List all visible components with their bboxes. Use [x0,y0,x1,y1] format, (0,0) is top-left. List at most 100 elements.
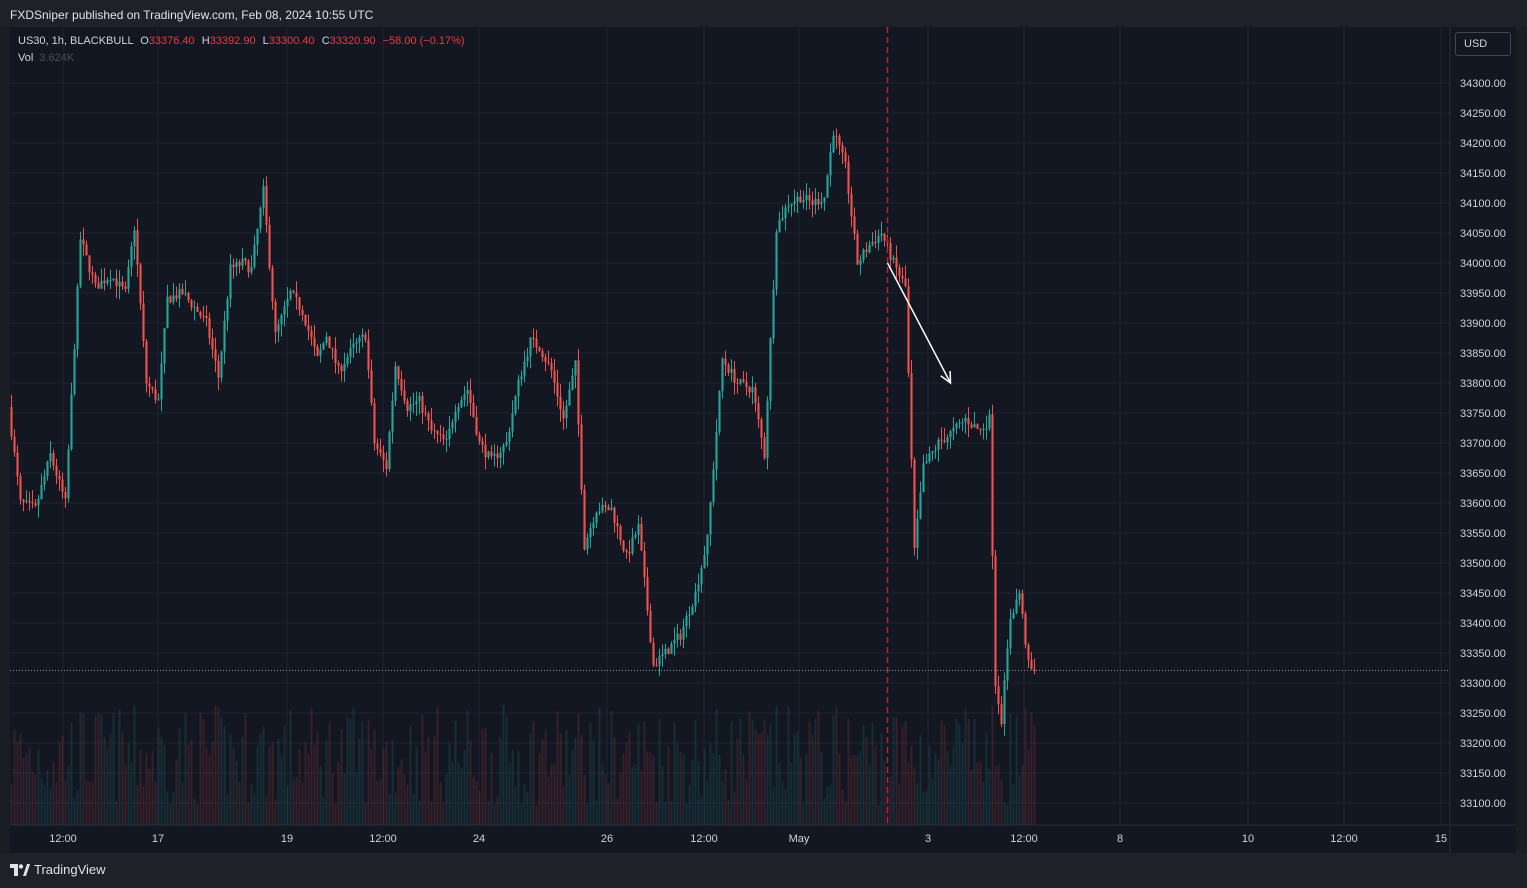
volume-bar [64,779,67,825]
volume-bar [754,729,757,825]
candle-body [463,394,466,400]
volume-bar [511,749,514,825]
candle-body [235,261,238,268]
time-tick-label: 17 [152,833,164,845]
volume-bar [13,729,16,825]
candle-body [646,577,649,611]
candle-body [127,266,130,289]
volume-bar [553,764,556,825]
candle-body [688,614,691,616]
candle-body [652,642,655,666]
volume-bar [232,748,235,825]
volume-bar [805,753,808,825]
volume-bar [745,778,748,825]
candle-body [778,219,781,233]
candle-body [16,452,19,477]
volume-bar [385,741,388,825]
volume-bar [325,741,328,825]
candle-body [574,360,577,376]
candle-body [457,406,460,412]
candlestick-chart[interactable]: 34300.00 34250.00 34200.00 34150.00 34100.00… [10,27,1516,853]
volume-bar [949,765,952,825]
candle-body [955,423,958,428]
time-tick-label: May [789,833,810,845]
volume-bar [670,800,673,825]
time-axis[interactable]: 12:00 17 19 12:00 24 26 12:00 May 3 12:00 8 10 12:00… [49,833,1447,845]
currency-button[interactable]: USD [1455,32,1511,56]
candle-body [880,233,883,236]
volume-bar [724,769,727,825]
candle-body [55,465,58,477]
price-tick-label: 33500.00 [1460,558,1506,570]
candle-body [1012,612,1015,619]
price-tick-label: 33150.00 [1460,768,1506,780]
volume-bar [526,792,529,825]
symbol-label[interactable]: US30, 1h, BLACKBULL [18,35,134,47]
volume-bar [604,774,607,825]
candle-body [241,258,244,266]
price-tick-label: 34050.00 [1460,228,1506,240]
volume-bar [217,707,220,825]
price-tick-label: 34200.00 [1460,138,1506,150]
volume-bar [412,792,415,825]
vol-value: 3.624K [39,52,75,64]
candle-body [997,686,1000,705]
candle-body [58,476,61,480]
volume-bar [850,755,853,825]
price-tick-label: 34300.00 [1460,78,1506,90]
candle-body [1015,599,1018,613]
candle-body [541,351,544,358]
volume-bar [277,739,280,825]
candle-body [622,540,625,551]
candle-body [568,389,571,406]
volume-bar [157,727,160,825]
chart-frame[interactable] [10,27,1516,853]
volume-bar [760,732,763,825]
candle-body [25,500,28,503]
volume-bar [721,780,724,825]
volume-bar [259,733,262,825]
candle-body [1018,593,1021,600]
volume-bar [772,786,775,825]
volume-bar [268,746,271,825]
candle-body [940,439,943,441]
volume-bar [340,729,343,825]
volume-bar [1021,764,1024,825]
price-axis[interactable]: 34300.00 34250.00 34200.00 34150.00 34100.00… [1460,78,1506,810]
candle-body [349,347,352,358]
volume-bar [595,800,598,825]
candle-body [616,523,619,527]
volume-bar [586,803,589,825]
volume-bar [514,786,517,825]
volume-bar [358,739,361,825]
candle-body [490,451,493,456]
volume-bar [298,749,301,825]
candle-body [985,428,988,430]
candle-body [481,441,484,445]
volume-bar [346,716,349,825]
candle-body [403,390,406,401]
volume-bar [583,774,586,825]
candle-body [961,421,964,423]
candle-body [742,379,745,382]
candle-body [832,135,835,153]
volume-bar [622,753,625,825]
candle-body [70,394,73,450]
volume-bar [817,710,820,825]
volume-bar [1024,708,1027,825]
candle-body [433,430,436,432]
candle-body [472,402,475,418]
volume-bar [706,780,709,825]
volume-bar [895,716,898,825]
candle-body [424,412,427,414]
volume-bar [832,715,835,825]
vol-label[interactable]: Vol [18,52,34,64]
candle-body [415,401,418,405]
tradingview-logo[interactable]: TradingView [10,862,106,877]
candle-body [64,491,67,499]
candle-body [145,341,148,384]
candle-body [76,286,79,350]
volume-bar [82,714,85,825]
volume-bar [310,708,313,825]
candle-body [322,343,325,350]
